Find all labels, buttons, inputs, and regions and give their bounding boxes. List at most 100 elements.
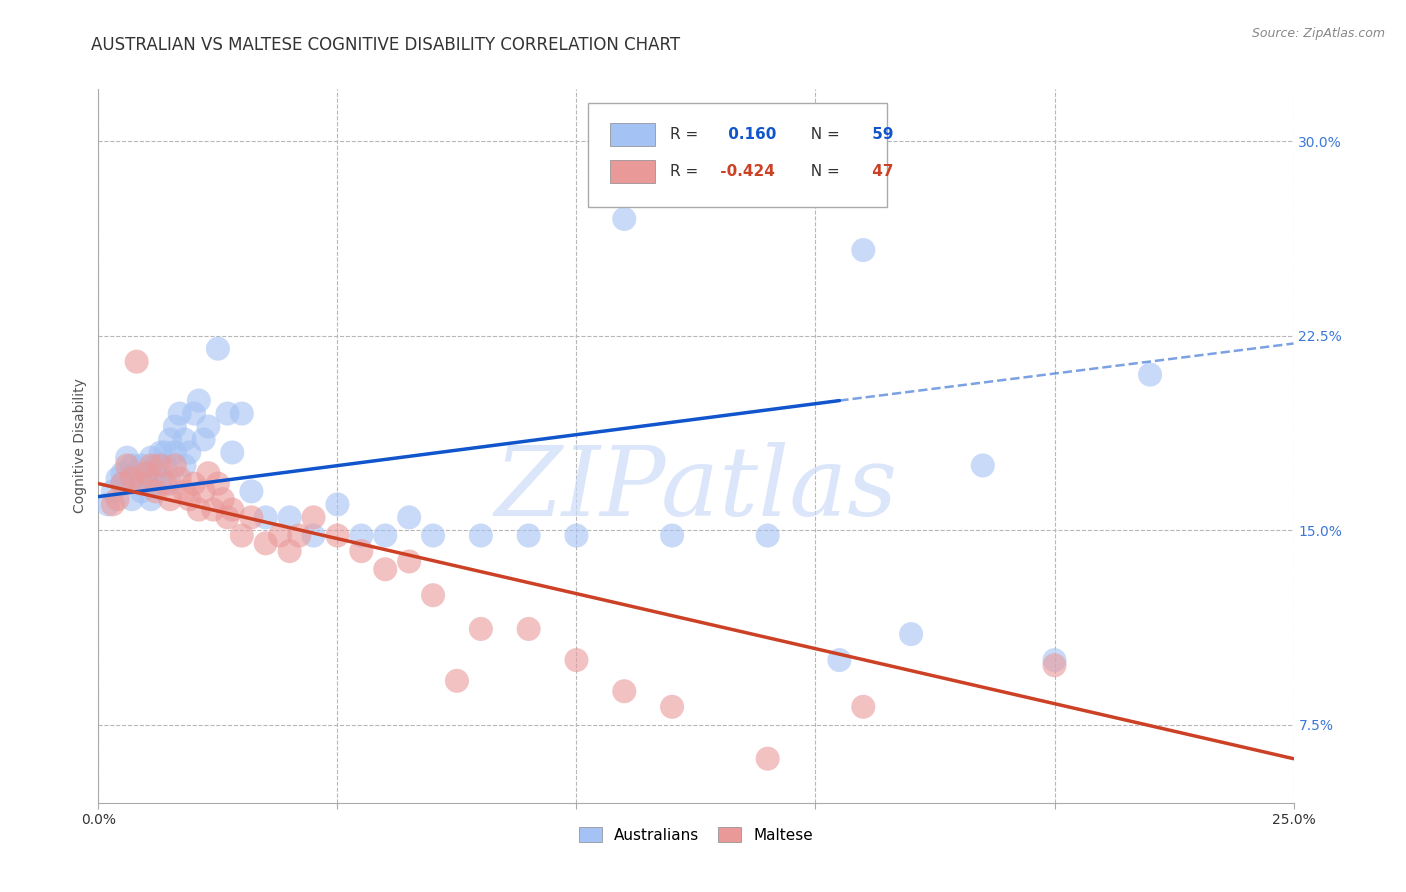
Point [288, 528, 311, 542]
Point [193, 433, 215, 447]
Point [756, 752, 779, 766]
Point [565, 528, 588, 542]
Point [183, 407, 205, 421]
Point [121, 492, 143, 507]
Point [121, 471, 143, 485]
Point [107, 471, 129, 485]
Point [125, 467, 148, 481]
Point [211, 492, 233, 507]
Point [350, 528, 373, 542]
Point [1043, 653, 1066, 667]
Text: N =: N = [801, 164, 839, 178]
Point [121, 458, 143, 473]
Point [661, 699, 683, 714]
Point [900, 627, 922, 641]
Point [111, 476, 134, 491]
Point [374, 528, 396, 542]
Point [135, 471, 157, 485]
Point [302, 510, 325, 524]
Point [155, 445, 177, 459]
Point [613, 211, 636, 226]
Point [517, 528, 540, 542]
Point [217, 407, 239, 421]
Point [326, 497, 349, 511]
Text: N =: N = [801, 127, 839, 142]
Point [422, 588, 444, 602]
Bar [610, 160, 655, 183]
Point [254, 510, 277, 524]
Point [149, 471, 172, 485]
Point [207, 476, 229, 491]
Point [169, 407, 191, 421]
Point [135, 476, 157, 491]
Point [107, 492, 129, 507]
Point [115, 458, 138, 473]
Point [131, 484, 153, 499]
Point [254, 536, 277, 550]
Point [163, 458, 186, 473]
Point [221, 445, 243, 459]
Point [613, 684, 636, 698]
Point [173, 433, 195, 447]
Point [193, 484, 215, 499]
Point [139, 458, 162, 473]
Point [131, 476, 153, 491]
Point [661, 528, 683, 542]
Text: 47: 47 [868, 164, 893, 178]
Text: 0.160: 0.160 [724, 127, 778, 142]
Point [145, 458, 167, 473]
Point [972, 458, 994, 473]
Point [398, 510, 420, 524]
Point [145, 476, 167, 491]
Point [852, 699, 875, 714]
Point [101, 484, 124, 499]
Point [374, 562, 396, 576]
Point [101, 497, 124, 511]
Point [207, 342, 229, 356]
Y-axis label: Cognitive Disability: Cognitive Disability [73, 378, 87, 514]
Text: R =: R = [669, 127, 697, 142]
Point [326, 528, 349, 542]
Point [111, 467, 134, 481]
Point [828, 653, 851, 667]
Point [163, 419, 186, 434]
Point [221, 502, 243, 516]
FancyBboxPatch shape [589, 103, 887, 207]
Point [159, 492, 181, 507]
Point [470, 528, 492, 542]
Point [159, 433, 181, 447]
Point [169, 471, 191, 485]
Text: Source: ZipAtlas.com: Source: ZipAtlas.com [1251, 27, 1385, 40]
Point [187, 393, 209, 408]
Text: ZIPatlas: ZIPatlas [495, 442, 897, 536]
Point [139, 450, 162, 465]
Point [1043, 658, 1066, 673]
Point [470, 622, 492, 636]
Point [217, 510, 239, 524]
Point [398, 554, 420, 568]
Point [155, 476, 177, 491]
Point [187, 502, 209, 516]
Point [240, 510, 263, 524]
Text: AUSTRALIAN VS MALTESE COGNITIVE DISABILITY CORRELATION CHART: AUSTRALIAN VS MALTESE COGNITIVE DISABILI… [91, 36, 681, 54]
Point [145, 484, 167, 499]
Point [111, 476, 134, 491]
Point [269, 528, 291, 542]
Point [179, 445, 201, 459]
Point [97, 497, 120, 511]
Point [149, 445, 172, 459]
Point [135, 467, 157, 481]
Point [125, 354, 148, 368]
Point [155, 458, 177, 473]
Point [173, 484, 195, 499]
Point [179, 492, 201, 507]
Point [240, 484, 263, 499]
Point [1139, 368, 1161, 382]
Point [197, 419, 219, 434]
Point [350, 544, 373, 558]
Point [278, 510, 301, 524]
Bar [610, 123, 655, 145]
Point [173, 458, 195, 473]
Point [278, 544, 301, 558]
Point [756, 528, 779, 542]
